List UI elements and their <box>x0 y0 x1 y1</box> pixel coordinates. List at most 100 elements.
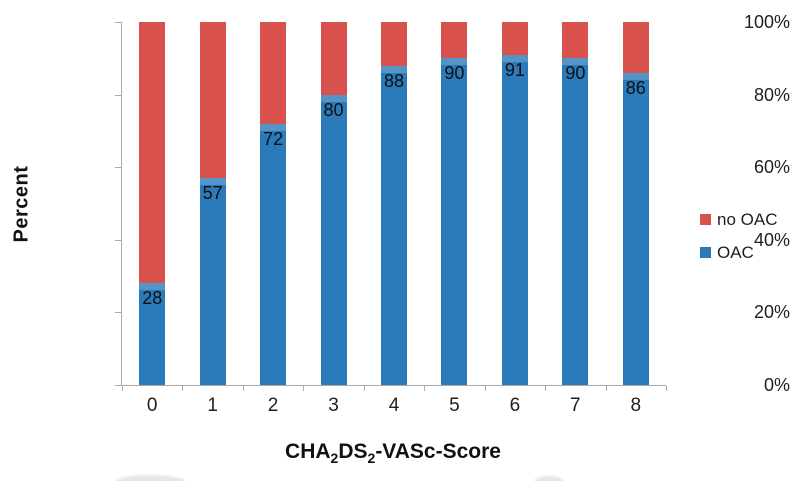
x-tick-label: 2 <box>267 395 279 416</box>
bar-segment-no-oac <box>501 22 528 55</box>
bar-data-label: 90 <box>444 63 465 84</box>
y-axis-tick <box>115 22 122 23</box>
x-tick-label: 6 <box>509 395 521 416</box>
y-axis-tick <box>115 94 122 96</box>
bar-segment-highlight <box>199 178 226 186</box>
bar-segment-oac: 28 <box>139 283 166 385</box>
x-tick-label: 5 <box>449 395 460 416</box>
bar-slot-score-1: 57 1 <box>182 22 242 415</box>
x-tick-label: 7 <box>570 395 581 416</box>
legend-item-oac: OAC <box>700 241 777 263</box>
bar-segment-no-oac <box>199 22 226 179</box>
x-axis-tick <box>242 386 244 391</box>
x-tick-label: 1 <box>207 395 218 416</box>
x-axis-title-text: CHA <box>285 440 331 463</box>
bar-segment-highlight <box>139 283 166 291</box>
bar-slot-score-7: 90 7 <box>545 22 605 415</box>
bar-segment-no-oac <box>260 22 287 124</box>
x-axis-tick <box>122 386 123 391</box>
bar-slot-score-0: 28 0 <box>122 22 182 415</box>
bar-segment-highlight <box>441 58 468 66</box>
y-axis-tick <box>115 385 122 386</box>
y-tick-label: 0% <box>763 375 790 395</box>
x-axis-tick <box>484 386 486 391</box>
cropped-shape-artifact-left <box>115 475 185 481</box>
bar-segment-highlight <box>320 94 347 102</box>
x-axis-title-text: -VASc-Score <box>375 440 501 463</box>
legend-label: OAC <box>717 242 754 262</box>
bar-segment-oac: 91 <box>501 54 528 385</box>
legend-item-no-oac: no OAC <box>700 208 777 230</box>
y-tick-label: 60% <box>753 157 790 178</box>
x-axis-tick <box>182 386 184 391</box>
legend: no OAC OAC <box>700 208 777 274</box>
bar-segment-no-oac <box>380 22 407 66</box>
y-tick-label: 80% <box>753 84 790 105</box>
stacked-bar-score-7: 90 <box>562 22 589 385</box>
bar-segment-oac: 88 <box>380 65 407 385</box>
bar-slot-score-8: 86 8 <box>606 22 666 415</box>
x-axis-title-subscript: 2 <box>330 450 339 467</box>
y-tick-label: 100% <box>743 12 790 32</box>
bar-segment-no-oac <box>139 22 166 284</box>
bar-slot-score-2: 72 2 <box>243 22 303 415</box>
bar-segment-oac: 72 <box>260 123 287 385</box>
bar-data-label: 90 <box>565 63 586 84</box>
legend-swatch-icon <box>700 213 711 225</box>
bar-segment-highlight <box>501 54 528 62</box>
bar-data-label: 88 <box>383 70 404 91</box>
bar-segment-oac: 90 <box>441 58 468 385</box>
bar-slot-score-6: 91 6 <box>485 22 545 415</box>
stacked-bar-score-4: 88 <box>380 22 407 385</box>
y-axis-tick <box>115 239 122 241</box>
bar-segment-no-oac <box>562 22 589 59</box>
x-axis-tick <box>363 386 365 391</box>
stacked-bar-score-2: 72 <box>260 22 287 385</box>
bar-segment-no-oac <box>441 22 468 59</box>
x-tick-label: 0 <box>146 395 158 416</box>
bar-segment-highlight <box>622 72 649 80</box>
x-tick-label: 8 <box>630 395 642 416</box>
stacked-bar-score-3: 80 <box>320 22 347 385</box>
bar-segment-oac: 86 <box>622 72 649 385</box>
x-axis-tick <box>545 386 547 391</box>
stacked-bar-score-8: 86 <box>622 22 649 385</box>
bar-data-label: 80 <box>323 99 344 120</box>
bar-data-label: 86 <box>625 77 646 98</box>
x-axis-tick <box>605 386 607 391</box>
x-axis-title-text: DS <box>338 440 368 463</box>
y-axis-tick <box>115 312 122 314</box>
x-axis-tick <box>303 386 305 391</box>
bar-segment-highlight <box>562 58 589 66</box>
legend-swatch-icon <box>700 246 711 258</box>
stacked-bar-score-5: 90 <box>441 22 468 385</box>
bar-segment-oac: 80 <box>320 94 347 385</box>
bar-data-label: 91 <box>504 59 525 80</box>
y-tick-label: 20% <box>753 302 790 323</box>
plot-area: 28 0 57 1 72 2 80 3 88 4 90 5 91 6 90 7 86 8 <box>115 22 667 415</box>
bar-segment-no-oac <box>622 22 649 73</box>
x-axis-title: CHA2DS2-VASc-Score <box>121 440 665 467</box>
stacked-bar-score-0: 28 <box>139 22 166 385</box>
bar-segment-oac: 57 <box>199 178 226 385</box>
bar-slot-score-5: 90 5 <box>424 22 484 415</box>
x-axis-title-subscript: 2 <box>367 450 376 467</box>
bar-data-label: 28 <box>142 288 163 309</box>
x-axis-tick <box>666 386 667 391</box>
bar-data-label: 72 <box>263 128 284 149</box>
bar-segment-no-oac <box>320 22 347 95</box>
stacked-bar-score-1: 57 <box>199 22 226 385</box>
x-axis-tick <box>424 386 426 391</box>
y-axis-title: Percent <box>10 165 33 243</box>
bar-segment-highlight <box>260 123 287 131</box>
bar-slot-score-4: 88 4 <box>364 22 424 415</box>
bar-segment-highlight <box>380 65 407 73</box>
bar-slot-score-3: 80 3 <box>303 22 363 415</box>
x-tick-label: 3 <box>328 395 339 416</box>
y-tick-label: 40% <box>753 229 790 250</box>
legend-label: no OAC <box>717 209 778 229</box>
x-tick-label: 4 <box>388 395 400 416</box>
y-axis-tick <box>115 167 122 169</box>
cropped-shape-artifact-right <box>534 476 564 481</box>
